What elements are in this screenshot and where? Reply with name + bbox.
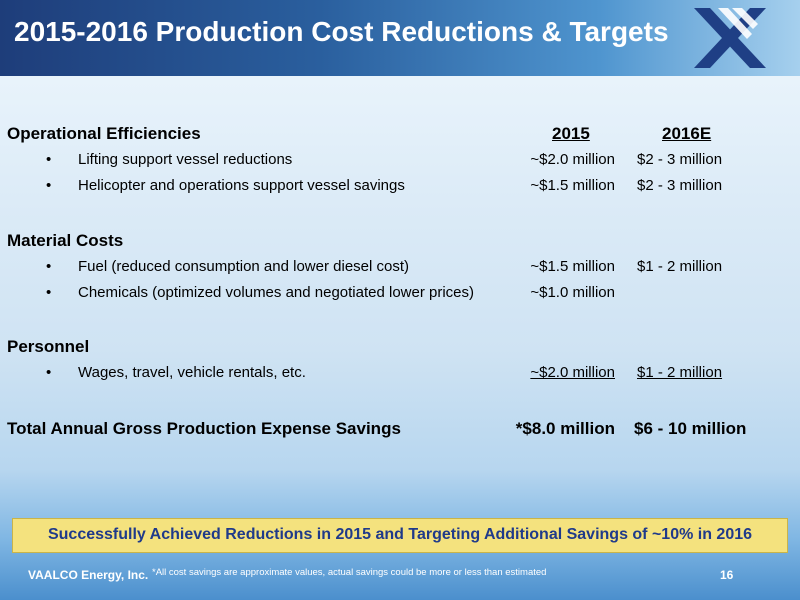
value-2015: ~$2.0 million	[530, 151, 615, 168]
table-row: • Chemicals (optimized volumes and negot…	[0, 284, 800, 308]
section-title-personnel: Personnel	[7, 337, 90, 356]
table-row: • Helicopter and operations support vess…	[0, 177, 800, 201]
table-row: • Wages, travel, vehicle rentals, etc. ~…	[0, 364, 800, 388]
footer-note: *All cost savings are approximate values…	[152, 567, 547, 578]
bullet: •	[46, 284, 52, 301]
value-2016e: $2 - 3 million	[637, 151, 723, 168]
page-number: 16	[720, 568, 734, 582]
value-2016e: $1 - 2 million	[637, 258, 723, 275]
slide-header: 2015-2016 Production Cost Reductions & T…	[0, 0, 800, 76]
row-label: Helicopter and operations support vessel…	[78, 177, 405, 194]
vaalco-x-logo-icon	[694, 8, 766, 68]
page-title: 2015-2016 Production Cost Reductions & T…	[14, 16, 669, 47]
row-label: Wages, travel, vehicle rentals, etc.	[78, 364, 306, 381]
section-title-operational-efficiencies: Operational Efficiencies	[7, 124, 201, 143]
value-2016e: $1 - 2 million	[637, 364, 723, 381]
section-title-material-costs: Material Costs	[7, 231, 124, 250]
value-2016e: $2 - 3 million	[637, 177, 723, 194]
value-2015: ~$1.0 million	[530, 284, 615, 301]
table-row: • Lifting support vessel reductions ~$2.…	[0, 151, 800, 175]
column-header-2016e: 2016E	[662, 124, 712, 143]
total-value-2015: *$8.0 million	[515, 419, 615, 438]
banner-text: Successfully Achieved Reductions in 2015…	[47, 526, 753, 543]
total-label: Total Annual Gross Production Expense Sa…	[7, 419, 401, 438]
highlight-banner: Successfully Achieved Reductions in 2015…	[12, 518, 788, 553]
row-label: Fuel (reduced consumption and lower dies…	[78, 258, 410, 275]
bullet: •	[46, 151, 52, 168]
bullet: •	[46, 258, 52, 275]
bullet: •	[46, 364, 52, 381]
column-header-2015: 2015	[552, 124, 590, 143]
value-2015: ~$1.5 million	[530, 177, 615, 194]
value-2015: ~$1.5 million	[530, 258, 615, 275]
row-label: Chemicals (optimized volumes and negotia…	[78, 284, 475, 301]
bullet: •	[46, 177, 52, 194]
value-2015: ~$2.0 million	[530, 364, 615, 381]
total-value-2016e: $6 - 10 million	[634, 419, 747, 438]
row-label: Lifting support vessel reductions	[78, 151, 293, 168]
table-row: • Fuel (reduced consumption and lower di…	[0, 258, 800, 282]
footer-company: VAALCO Energy, Inc.	[28, 568, 149, 582]
